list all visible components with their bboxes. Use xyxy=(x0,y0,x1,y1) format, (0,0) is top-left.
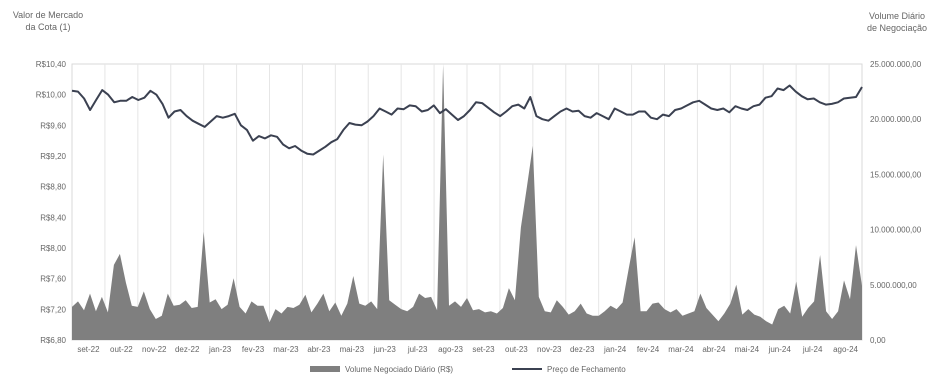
x-tick-label: abr-24 xyxy=(702,345,726,354)
x-tick-label: nov-23 xyxy=(537,345,562,354)
right-tick-label: 25.000.000,00 xyxy=(870,60,922,69)
legend-swatch-volume xyxy=(310,366,340,372)
right-axis-title: Volume Diário de Negociação xyxy=(857,10,937,34)
right-axis-title-line2: de Negociação xyxy=(866,23,928,33)
right-tick-label: 10.000.000,00 xyxy=(870,226,922,235)
left-tick-label: R$9,20 xyxy=(40,152,66,161)
left-axis-title-line2: da Cota (1) xyxy=(25,22,71,32)
price-line-layer xyxy=(71,84,863,156)
left-tick-label: R$10,40 xyxy=(36,60,67,69)
left-tick-label: R$8,40 xyxy=(40,213,66,222)
left-tick-label: R$7,20 xyxy=(40,305,66,314)
legend-label-price: Preço de Fechamento xyxy=(547,365,626,374)
right-tick-label: 20.000.000,00 xyxy=(870,115,922,124)
volume-area-layer xyxy=(72,64,862,340)
left-axis-title-line1: Valor de Mercado xyxy=(12,10,84,20)
x-tick-label: set-23 xyxy=(472,345,495,354)
x-tick-label: ago-23 xyxy=(438,345,463,354)
x-tick-label: out-23 xyxy=(505,345,528,354)
legend-label-volume: Volume Negociado Diário (R$) xyxy=(345,365,453,374)
x-tick-label: fev-23 xyxy=(242,345,265,354)
x-tick-label: fev-24 xyxy=(637,345,660,354)
x-tick-label: dez-23 xyxy=(570,345,595,354)
axes: set-22 out-22 nov-22 dez-22 jan-23 fev-23 mar-… xyxy=(36,60,922,354)
x-tick-label: jan-23 xyxy=(208,345,232,354)
x-tick-label: nov-22 xyxy=(142,345,167,354)
price-line xyxy=(71,84,863,156)
x-tick-label: abr-23 xyxy=(307,345,331,354)
x-tick-label: ago-24 xyxy=(833,345,858,354)
x-tick-label: out-22 xyxy=(110,345,133,354)
left-axis-title: Valor de Mercado da Cota (1) xyxy=(8,9,88,33)
x-tick-label: jun-23 xyxy=(373,345,397,354)
left-tick-label: R$10,00 xyxy=(36,91,67,100)
right-tick-label: 5.000.000,00 xyxy=(870,281,917,290)
x-tick-label: dez-22 xyxy=(175,345,200,354)
x-tick-label: set-22 xyxy=(77,345,100,354)
right-tick-label: 15.000.000,00 xyxy=(870,170,922,179)
x-tick-label: mai-24 xyxy=(735,345,760,354)
left-tick-label: R$9,60 xyxy=(40,121,66,130)
x-tick-label: jul-23 xyxy=(407,345,428,354)
right-tick-label: 0,00 xyxy=(870,336,886,345)
left-tick-label: R$7,60 xyxy=(40,275,66,284)
volume-area xyxy=(72,64,862,340)
x-tick-label: mai-23 xyxy=(340,345,365,354)
left-tick-label: R$8,00 xyxy=(40,244,66,253)
right-axis-title-line1: Volume Diário xyxy=(868,11,926,21)
legend: Volume Negociado Diário (R$) Preço de Fec… xyxy=(310,365,626,374)
x-tick-label: jul-24 xyxy=(802,345,823,354)
x-tick-label: mar-23 xyxy=(273,345,299,354)
left-tick-label: R$8,80 xyxy=(40,183,66,192)
left-tick-label: R$6,80 xyxy=(40,336,66,345)
x-tick-label: jun-24 xyxy=(768,345,792,354)
x-tick-label: mar-24 xyxy=(668,345,694,354)
x-tick-label: jan-24 xyxy=(603,345,627,354)
